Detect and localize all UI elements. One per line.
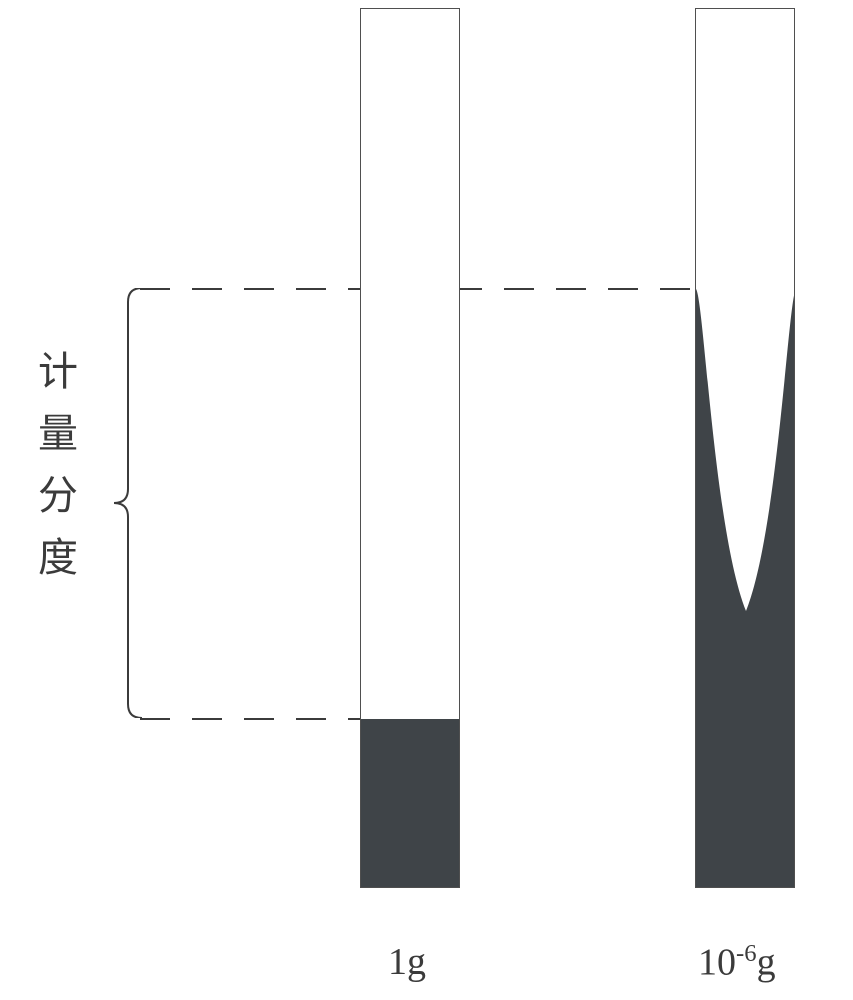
diagram-canvas: 计量分度 1g 10-6g <box>0 0 853 1000</box>
lower-reference-line <box>140 718 360 720</box>
tube-1g-fill <box>361 719 459 888</box>
tube-microgram-fill <box>696 9 795 888</box>
caption-microgram: 10-6g <box>698 940 776 985</box>
tube-1g <box>360 8 460 888</box>
brace-icon <box>100 288 142 718</box>
measurement-scale-label: 计量分度 <box>38 350 78 598</box>
tube-microgram <box>695 8 795 888</box>
caption-1g: 1g <box>388 940 426 984</box>
